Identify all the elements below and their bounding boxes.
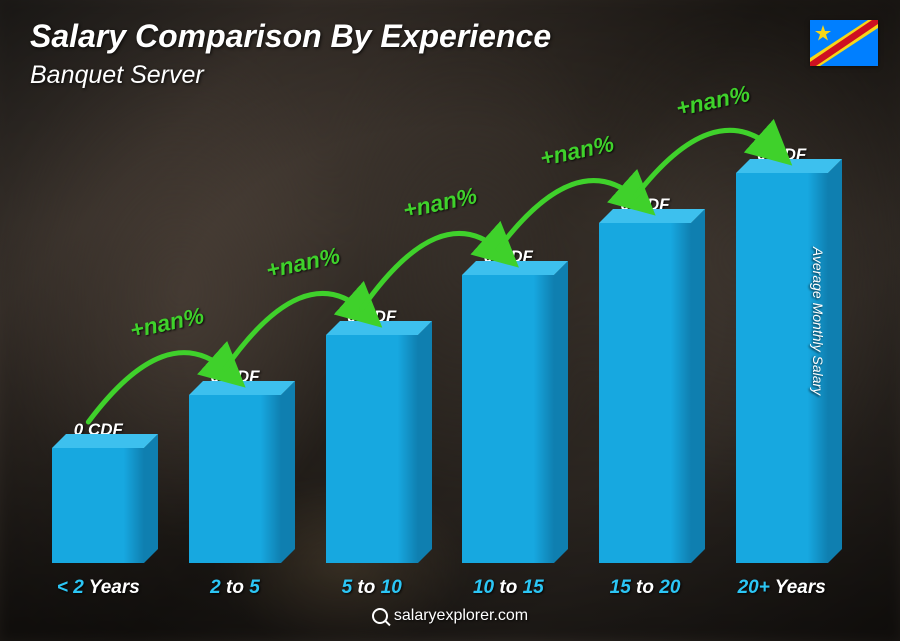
footer: salaryexplorer.com xyxy=(0,607,900,629)
x-axis-label: 2 to 5 xyxy=(167,577,304,599)
bar-chart: 0 CDF0 CDF0 CDF0 CDF0 CDF0 CDF xyxy=(30,110,850,563)
x-axis-label: < 2 Years xyxy=(30,577,167,599)
x-axis-labels: < 2 Years2 to 55 to 1010 to 1515 to 2020… xyxy=(30,577,850,599)
bar xyxy=(326,335,418,563)
bar-slot: 0 CDF xyxy=(577,110,714,563)
bar xyxy=(599,223,691,563)
chart-subtitle: Banquet Server xyxy=(30,61,870,90)
chart-title: Salary Comparison By Experience xyxy=(30,18,870,55)
bar xyxy=(189,395,281,563)
bar-slot: 0 CDF xyxy=(713,110,850,563)
bar-slot: 0 CDF xyxy=(303,110,440,563)
bar xyxy=(462,275,554,563)
bar-slot: 0 CDF xyxy=(30,110,167,563)
bar-slot: 0 CDF xyxy=(167,110,304,563)
footer-text: salaryexplorer.com xyxy=(394,607,528,625)
bar-slot: 0 CDF xyxy=(440,110,577,563)
header: Salary Comparison By Experience Banquet … xyxy=(30,18,870,90)
search-icon xyxy=(372,608,388,624)
flag-drc xyxy=(810,20,878,66)
bar xyxy=(52,448,144,563)
y-axis-label: Average Monthly Salary xyxy=(810,246,826,394)
x-axis-label: 20+ Years xyxy=(713,577,850,599)
x-axis-label: 15 to 20 xyxy=(577,577,714,599)
x-axis-label: 10 to 15 xyxy=(440,577,577,599)
x-axis-label: 5 to 10 xyxy=(303,577,440,599)
